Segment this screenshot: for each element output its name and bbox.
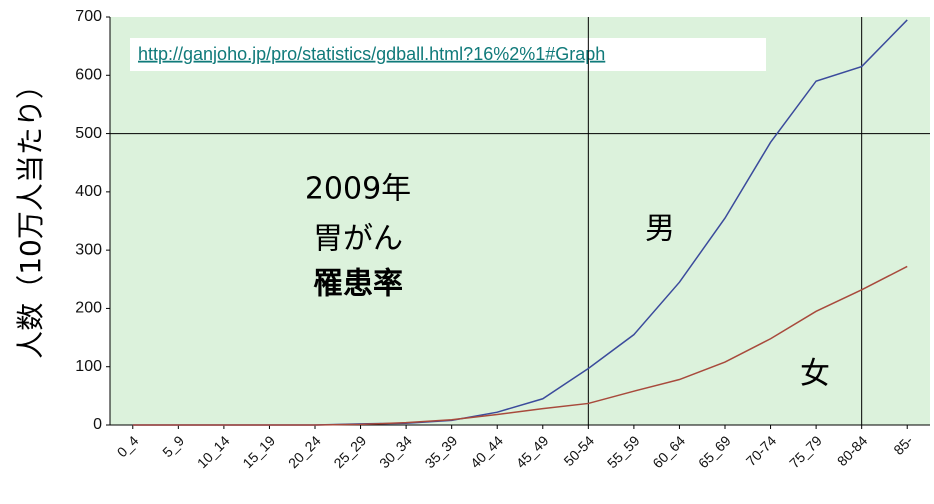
- y-tick-label: 700: [75, 8, 102, 25]
- x-tick-label: 45_49: [513, 432, 552, 471]
- x-tick-label: 85-: [890, 432, 916, 458]
- y-tick-label: 200: [75, 300, 102, 317]
- x-tick-label: 80-84: [834, 432, 871, 469]
- annotation: 胃がん: [313, 222, 403, 257]
- x-tick-label: 65_69: [695, 432, 734, 471]
- y-tick-label: 100: [75, 358, 102, 375]
- url-link[interactable]: http://ganjoho.jp/pro/statistics/gdball.…: [138, 44, 605, 64]
- annotation: 罹患率: [313, 267, 403, 302]
- series-line: [132, 265, 908, 426]
- x-tick-label: 35_39: [422, 432, 461, 471]
- x-tick-label: 30_34: [376, 432, 415, 471]
- x-tick-label: 40_44: [467, 432, 506, 471]
- x-tick-label: 60_64: [649, 432, 688, 471]
- x-tick-label: 20_24: [285, 432, 324, 471]
- x-tick-label: 25_29: [330, 432, 369, 471]
- x-tick-label: 75_79: [786, 432, 825, 471]
- x-tick-label: 70-74: [743, 432, 780, 469]
- annotation: 2009年: [305, 172, 411, 207]
- y-tick-label: 400: [75, 183, 102, 200]
- series-label: 男: [645, 212, 675, 247]
- y-tick-label: 600: [75, 67, 102, 84]
- x-tick-label: 50-54: [560, 432, 597, 469]
- x-tick-label: 10_14: [194, 432, 233, 471]
- y-axis-label: 人数（10万人当たり）: [14, 71, 47, 359]
- series-label: 女: [800, 357, 830, 392]
- x-tick-label: 5_9: [159, 432, 187, 460]
- plot-area: [110, 17, 930, 425]
- x-tick-label: 55_59: [604, 432, 643, 471]
- url-box: [130, 38, 766, 71]
- y-tick-label: 0: [93, 416, 102, 433]
- y-tick-label: 500: [75, 125, 102, 142]
- x-tick-label: 0_4: [114, 432, 142, 460]
- y-tick-label: 300: [75, 241, 102, 258]
- x-tick-label: 15_19: [239, 432, 278, 471]
